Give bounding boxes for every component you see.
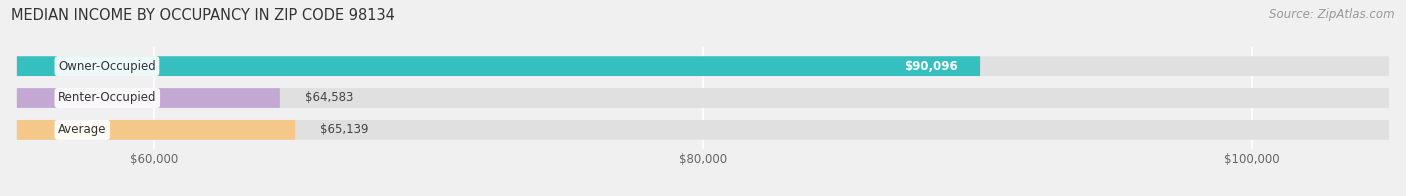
FancyBboxPatch shape — [17, 88, 1389, 108]
Text: Renter-Occupied: Renter-Occupied — [58, 92, 156, 104]
FancyBboxPatch shape — [17, 88, 280, 108]
Text: $64,583: $64,583 — [305, 92, 353, 104]
Text: $65,139: $65,139 — [319, 123, 368, 136]
Text: Source: ZipAtlas.com: Source: ZipAtlas.com — [1270, 8, 1395, 21]
FancyBboxPatch shape — [17, 120, 295, 140]
FancyBboxPatch shape — [17, 120, 1389, 140]
FancyBboxPatch shape — [17, 56, 1389, 76]
Text: MEDIAN INCOME BY OCCUPANCY IN ZIP CODE 98134: MEDIAN INCOME BY OCCUPANCY IN ZIP CODE 9… — [11, 8, 395, 23]
Text: $90,096: $90,096 — [904, 60, 957, 73]
Text: Average: Average — [58, 123, 107, 136]
FancyBboxPatch shape — [17, 56, 980, 76]
Text: Owner-Occupied: Owner-Occupied — [58, 60, 156, 73]
